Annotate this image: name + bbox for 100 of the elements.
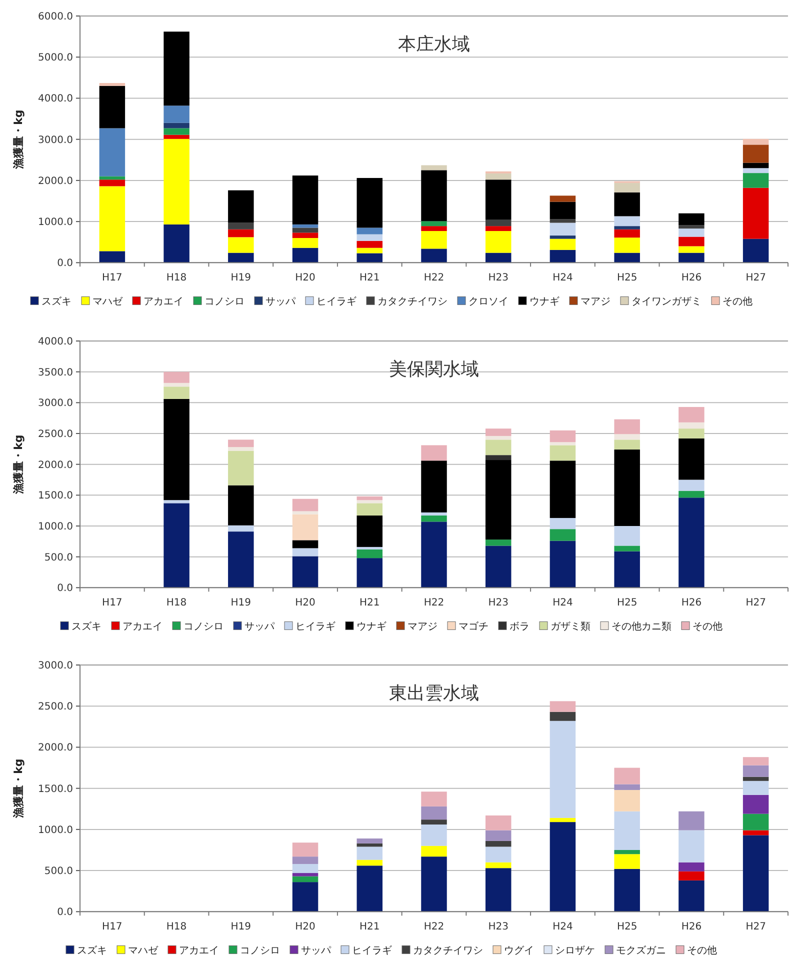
bar [485, 545, 512, 588]
bar [485, 231, 512, 253]
bar [742, 836, 769, 912]
bar [421, 856, 447, 912]
y-tick-label: 1500.0 [38, 490, 73, 502]
y-tick-label: 500.0 [44, 552, 73, 563]
bar [614, 545, 640, 551]
legend-label: カタクチイワシ [378, 296, 448, 308]
legend-label: スズキ [72, 620, 102, 632]
bar [292, 238, 318, 248]
x-tick-label: H22 [424, 597, 444, 608]
bar [292, 510, 318, 514]
bar [614, 182, 640, 192]
bar [164, 106, 190, 123]
bar [228, 237, 254, 253]
bar [164, 122, 190, 128]
x-tick-label: H23 [488, 597, 508, 608]
bar [228, 252, 254, 263]
bar [678, 225, 704, 229]
x-tick-label: H20 [295, 272, 316, 284]
bar [421, 824, 447, 846]
bar [550, 238, 576, 250]
bar [614, 790, 640, 812]
text: 本庄水域 [398, 34, 470, 55]
bar [421, 460, 447, 512]
legend-label: アカエイ [179, 946, 219, 957]
bar [421, 248, 447, 263]
bar [356, 240, 383, 248]
bar [678, 479, 704, 491]
bar [678, 422, 704, 428]
bar [292, 228, 318, 233]
bar [356, 500, 383, 503]
bar [421, 170, 447, 222]
bar [421, 515, 447, 522]
bar [164, 386, 190, 399]
bar [614, 784, 640, 790]
bar [421, 792, 447, 807]
bar [742, 795, 769, 814]
bar [550, 701, 576, 712]
bar [742, 168, 769, 174]
bar [99, 128, 126, 176]
bar [614, 439, 640, 450]
bar [356, 838, 383, 844]
bar [678, 812, 704, 831]
legend-label: ウナギ [356, 620, 386, 632]
bar [614, 812, 640, 850]
bar [421, 444, 447, 460]
legend-label: ウグイ [504, 946, 534, 957]
x-tick-label: H27 [746, 922, 766, 933]
bar [485, 816, 512, 831]
bar [356, 860, 383, 866]
bar [292, 556, 318, 588]
bar [678, 862, 704, 872]
x-tick-label: H23 [488, 272, 508, 284]
legend-label: タイワンガザミ [632, 296, 702, 308]
bar [356, 228, 383, 234]
bar [228, 190, 254, 223]
bar [421, 226, 447, 232]
bar [614, 226, 640, 230]
bar [678, 830, 704, 863]
bar [356, 549, 383, 558]
x-tick-label: H19 [230, 922, 252, 933]
text: 東出雲水域 [389, 683, 479, 704]
bar [742, 162, 769, 168]
y-tick-label: 0.0 [57, 582, 73, 594]
y-tick-label: 0.0 [57, 258, 73, 270]
y-tick-label: 4000.0 [38, 94, 73, 105]
y-tick-label: 2000.0 [38, 176, 73, 187]
bar [678, 428, 704, 438]
bar [742, 814, 769, 831]
bar [614, 434, 640, 440]
bar [356, 248, 383, 254]
y-tick-label: 2500.0 [38, 428, 73, 440]
bar [550, 528, 576, 540]
legend-label: ヒイラギ [352, 944, 392, 957]
x-tick-label: H20 [295, 597, 316, 608]
bar [614, 418, 640, 434]
bar [742, 138, 769, 145]
bar [550, 430, 576, 442]
bar [485, 868, 512, 912]
bar [228, 531, 254, 588]
bar [292, 864, 318, 874]
bar [550, 712, 576, 722]
bar [99, 176, 126, 180]
legend-label: モクズガニ [616, 944, 666, 957]
y-tick-label: 3000.0 [38, 134, 73, 146]
legend-label: コノシロ [240, 946, 280, 957]
y-tick-label: 6000.0 [38, 12, 73, 22]
text: 美保関水域 [389, 358, 479, 380]
y-tick-label: 1000.0 [38, 521, 73, 532]
bar [164, 138, 190, 224]
bar [421, 521, 447, 588]
bar [99, 86, 126, 128]
bar [485, 539, 512, 546]
x-tick-label: H25 [616, 272, 638, 284]
bar [421, 512, 447, 516]
legend-label: アカエイ [122, 621, 162, 632]
bar [356, 496, 383, 500]
bar [678, 880, 704, 912]
x-tick-label: H17 [102, 922, 122, 933]
